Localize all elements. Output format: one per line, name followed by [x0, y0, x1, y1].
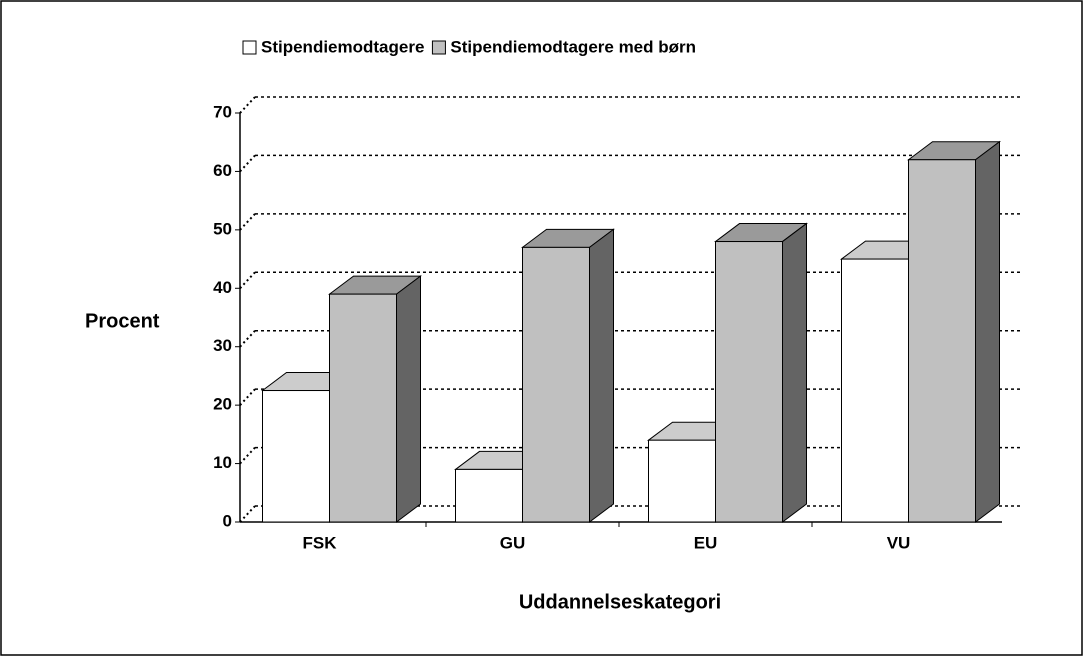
bar	[329, 293, 397, 523]
y-tick-label: 30	[213, 336, 232, 355]
y-tick-label: 10	[213, 453, 232, 472]
bar	[908, 159, 976, 523]
grid-line	[239, 388, 256, 406]
grid-line	[239, 505, 256, 523]
x-tick-label: EU	[694, 533, 718, 552]
bar	[841, 258, 909, 523]
y-tick-label: 40	[213, 278, 232, 297]
y-tick-label: 0	[223, 511, 232, 530]
legend-swatch	[242, 40, 257, 55]
y-tick-label: 60	[213, 161, 232, 180]
x-tick-label: FSK	[303, 533, 338, 552]
bar-side	[975, 140, 1000, 523]
x-tick-label: GU	[500, 533, 526, 552]
x-axis-label: Uddannelseskategori	[519, 591, 721, 613]
bar	[522, 246, 590, 523]
legend-label: Stipendiemodtagere	[261, 37, 424, 56]
bar	[262, 390, 330, 523]
grid-line	[239, 446, 256, 465]
legend-swatch	[431, 40, 446, 55]
y-tick-label: 50	[213, 219, 232, 238]
y-tick-label: 70	[213, 102, 232, 121]
bar-side	[396, 275, 421, 523]
bar	[455, 468, 523, 523]
grid-line	[239, 330, 256, 348]
grid-line	[239, 271, 256, 289]
bar	[715, 241, 783, 523]
bar-side	[782, 222, 807, 523]
grid-line	[239, 213, 256, 231]
bar-side	[589, 228, 614, 523]
x-tick-label: VU	[887, 533, 911, 552]
y-axis-label: Procent	[85, 310, 160, 332]
legend-label: Stipendiemodtagere med børn	[450, 37, 696, 56]
y-tick-label: 20	[213, 395, 232, 414]
grid-line	[239, 96, 256, 114]
grid-line	[239, 154, 256, 173]
bar	[648, 439, 716, 523]
